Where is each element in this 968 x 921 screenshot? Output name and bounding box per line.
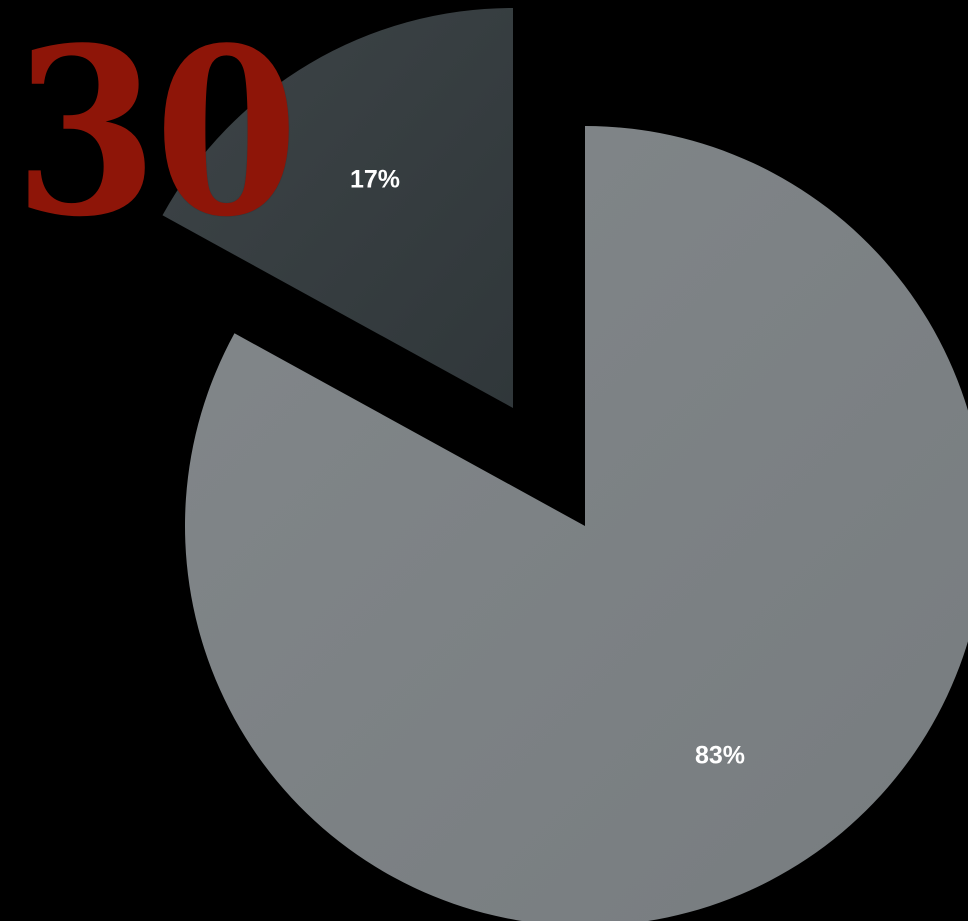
slice-label-83: 83% [695, 742, 745, 770]
pie-slice-17 [162, 8, 513, 408]
pie-slice-83 [185, 126, 968, 921]
big-number-30: 30 [14, 0, 298, 268]
slice-label-17: 17% [350, 166, 400, 194]
